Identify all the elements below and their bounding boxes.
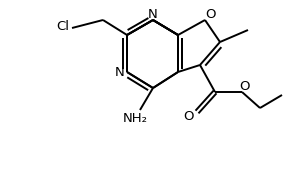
Text: NH₂: NH₂ <box>122 112 148 125</box>
Text: O: O <box>205 9 215 22</box>
Text: Cl: Cl <box>57 20 69 33</box>
Text: O: O <box>183 109 193 122</box>
Text: O: O <box>239 80 249 93</box>
Text: N: N <box>148 7 158 20</box>
Text: N: N <box>115 66 125 78</box>
